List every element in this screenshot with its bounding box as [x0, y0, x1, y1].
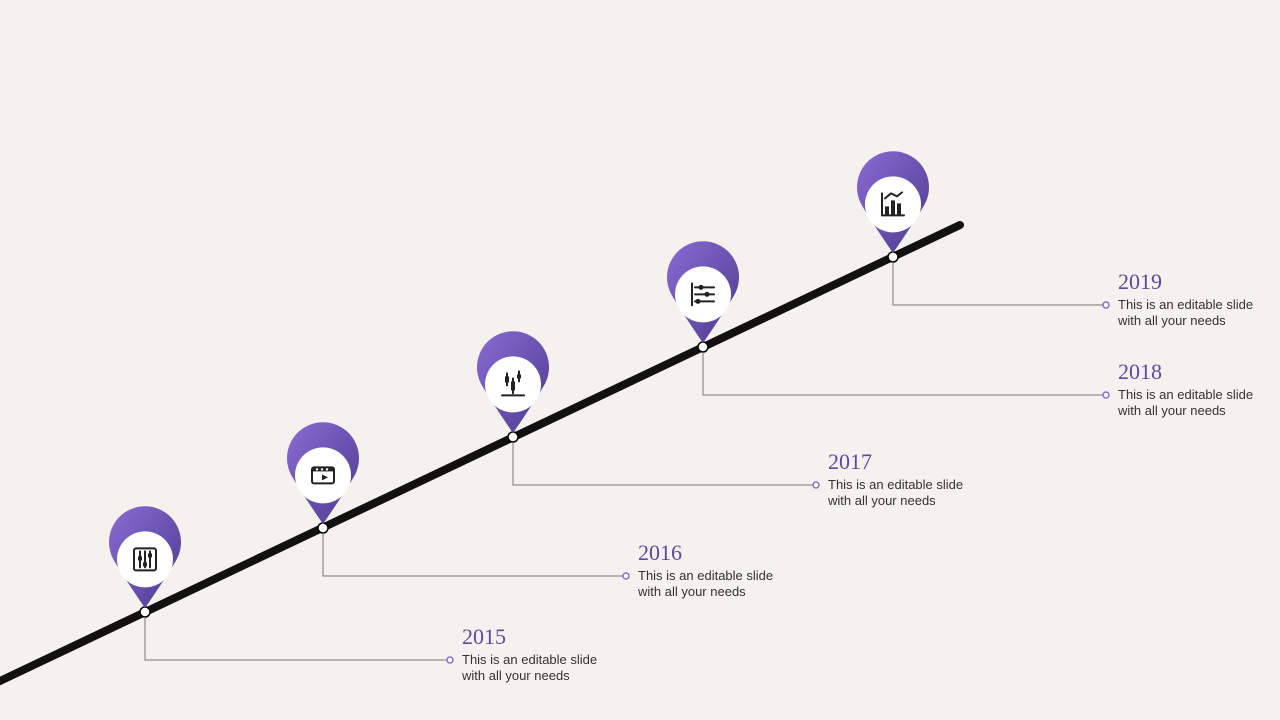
- callout-bullet: [1103, 302, 1109, 308]
- anchor-dot: [888, 252, 898, 262]
- desc-label: with all your needs: [1117, 313, 1226, 328]
- bg: [0, 0, 1280, 720]
- year-label: 2016: [638, 540, 682, 565]
- year-label: 2019: [1118, 269, 1162, 294]
- callout-bullet: [623, 573, 629, 579]
- desc-label: with all your needs: [1117, 403, 1226, 418]
- anchor-dot: [140, 607, 150, 617]
- anchor-dot: [508, 432, 518, 442]
- desc-label: This is an editable slide: [1118, 297, 1253, 312]
- desc-label: This is an editable slide: [828, 477, 963, 492]
- year-label: 2018: [1118, 359, 1162, 384]
- desc-label: with all your needs: [637, 584, 746, 599]
- anchor-dot: [318, 523, 328, 533]
- desc-label: This is an editable slide: [462, 652, 597, 667]
- year-label: 2015: [462, 624, 506, 649]
- timeline-svg: 2015This is an editable slidewith all yo…: [0, 0, 1280, 720]
- slide-canvas: Ideas for timeline presentation template…: [0, 0, 1280, 720]
- desc-label: This is an editable slide: [638, 568, 773, 583]
- desc-label: This is an editable slide: [1118, 387, 1253, 402]
- callout-bullet: [1103, 392, 1109, 398]
- desc-label: with all your needs: [461, 668, 570, 683]
- callout-bullet: [813, 482, 819, 488]
- desc-label: with all your needs: [827, 493, 936, 508]
- callout-bullet: [447, 657, 453, 663]
- year-label: 2017: [828, 449, 872, 474]
- anchor-dot: [698, 342, 708, 352]
